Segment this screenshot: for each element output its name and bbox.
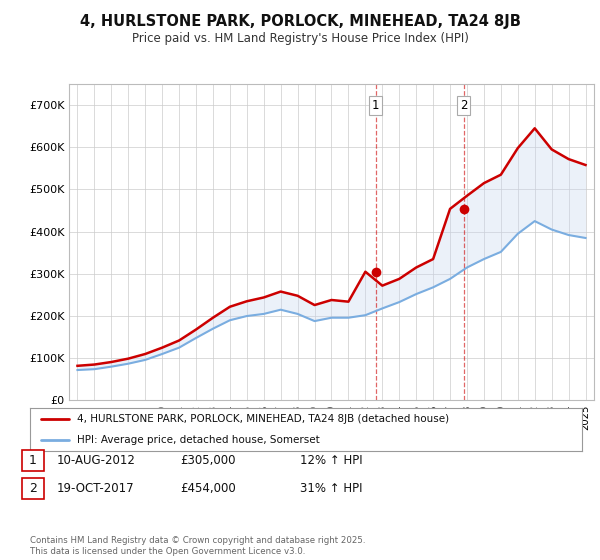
Text: 1: 1 (29, 454, 37, 467)
Text: 10-AUG-2012: 10-AUG-2012 (57, 454, 136, 467)
Text: 2: 2 (460, 99, 467, 111)
Text: 12% ↑ HPI: 12% ↑ HPI (300, 454, 362, 467)
Text: Price paid vs. HM Land Registry's House Price Index (HPI): Price paid vs. HM Land Registry's House … (131, 32, 469, 45)
Text: 4, HURLSTONE PARK, PORLOCK, MINEHEAD, TA24 8JB (detached house): 4, HURLSTONE PARK, PORLOCK, MINEHEAD, TA… (77, 414, 449, 424)
Text: 4, HURLSTONE PARK, PORLOCK, MINEHEAD, TA24 8JB: 4, HURLSTONE PARK, PORLOCK, MINEHEAD, TA… (80, 14, 520, 29)
Text: 31% ↑ HPI: 31% ↑ HPI (300, 482, 362, 495)
Text: £305,000: £305,000 (180, 454, 235, 467)
Text: HPI: Average price, detached house, Somerset: HPI: Average price, detached house, Some… (77, 435, 320, 445)
Text: £454,000: £454,000 (180, 482, 236, 495)
Text: 2: 2 (29, 482, 37, 495)
Text: 1: 1 (372, 99, 379, 111)
Text: 19-OCT-2017: 19-OCT-2017 (57, 482, 134, 495)
Text: Contains HM Land Registry data © Crown copyright and database right 2025.
This d: Contains HM Land Registry data © Crown c… (30, 536, 365, 556)
